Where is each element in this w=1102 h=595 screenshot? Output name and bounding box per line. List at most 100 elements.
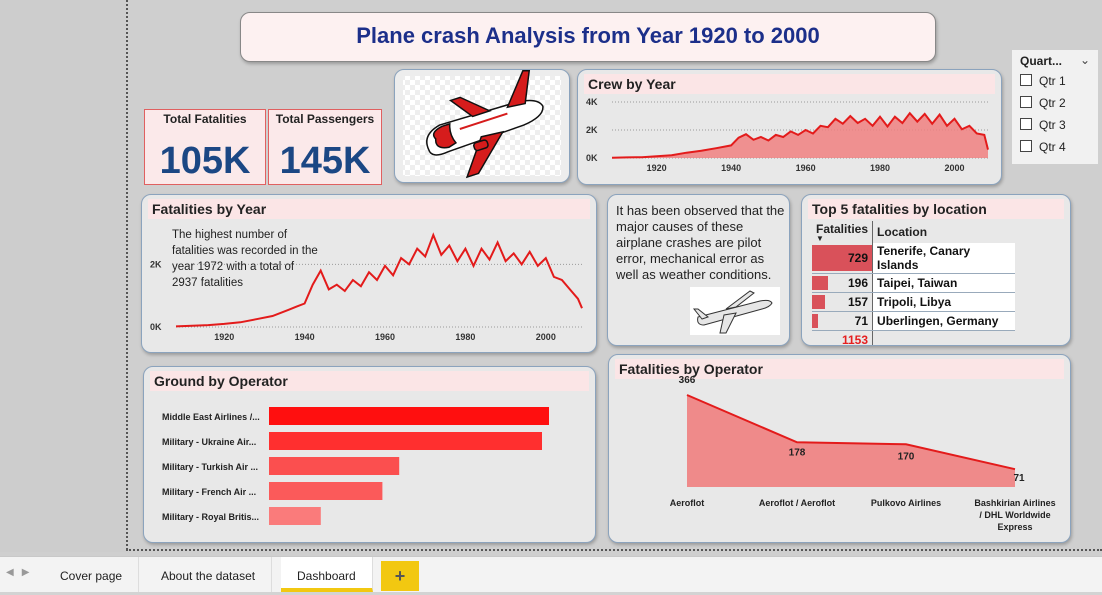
- checkbox-icon[interactable]: [1020, 96, 1032, 108]
- fatalities-databar: [812, 245, 873, 271]
- fatalities-by-year-chart[interactable]: 0K 2K 1920 1940 1960 1980 2000: [142, 195, 596, 352]
- tab-cover-page[interactable]: Cover page: [44, 557, 140, 592]
- tab-about-dataset[interactable]: About the dataset: [145, 557, 273, 592]
- x-tick-label: 1960: [375, 332, 395, 342]
- tab-scroll-arrows-icon[interactable]: ◀▶: [6, 567, 38, 578]
- slicer-option-qtr1[interactable]: Qtr 1: [1020, 74, 1066, 88]
- ground-by-operator-chart[interactable]: Middle East Airlines /... Military - Ukra…: [144, 367, 595, 542]
- kpi-passengers-label: Total Passengers: [275, 112, 375, 126]
- x-tick-label: 1920: [647, 163, 667, 173]
- ground-by-operator-title: Ground by Operator: [150, 371, 589, 391]
- location-cell: Tenerife, Canary Islands: [872, 243, 1016, 274]
- ground-by-operator-card[interactable]: Ground by Operator Middle East Airlines …: [143, 366, 596, 543]
- x-tick-label: 2000: [536, 332, 556, 342]
- bar: [269, 407, 549, 425]
- fatalities-by-operator-title: Fatalities by Operator: [615, 359, 1064, 379]
- location-cell: Tripoli, Libya: [872, 292, 1016, 312]
- airplane-illustration-icon: [403, 70, 561, 179]
- slicer-option-qtr3[interactable]: Qtr 3: [1020, 118, 1066, 132]
- crew-by-year-title: Crew by Year: [584, 74, 995, 94]
- fatalities-cell: 729: [812, 243, 873, 274]
- x-tick-label: 1980: [455, 332, 475, 342]
- insight-card: It has been observed that the major caus…: [607, 194, 790, 346]
- bar-category-label: Military - Turkish Air ...: [162, 462, 258, 472]
- tab-dashboard[interactable]: Dashboard: [281, 557, 373, 592]
- table-total-row: 1153: [812, 330, 1016, 345]
- crew-by-year-chart[interactable]: 0K 2K 4K 1920 1940 1960 1980 2000: [578, 70, 1001, 184]
- series-line: [611, 111, 989, 159]
- checkbox-icon[interactable]: [1020, 140, 1032, 152]
- y-tick-label: 0K: [150, 322, 162, 332]
- checkbox-icon[interactable]: [1020, 118, 1032, 130]
- kpi-total-passengers[interactable]: Total Passengers 145K: [268, 109, 382, 185]
- left-margin: [0, 0, 126, 552]
- data-label: 170: [898, 451, 915, 462]
- data-label: 366: [679, 375, 696, 386]
- fatalities-databar: [812, 276, 829, 290]
- series-line: [686, 394, 1016, 471]
- x-tick-label: 1980: [870, 163, 890, 173]
- bar-category-label: Military - Ukraine Air...: [162, 437, 256, 447]
- page-title: Plane crash Analysis from Year 1920 to 2…: [240, 12, 936, 62]
- quarter-slicer[interactable]: Quart... ⌄ Qtr 1 Qtr 2 Qtr 3 Qtr 4: [1012, 50, 1098, 164]
- checkbox-icon[interactable]: [1020, 74, 1032, 86]
- table-row[interactable]: 729 Tenerife, Canary Islands: [812, 243, 1016, 274]
- x-tick-label: 2000: [944, 163, 964, 173]
- kpi-passengers-value: 145K: [279, 140, 371, 182]
- bar-category-label: Middle East Airlines /...: [162, 412, 260, 422]
- bar: [269, 482, 383, 500]
- slicer-option-qtr2[interactable]: Qtr 2: [1020, 96, 1066, 110]
- insight-text: It has been observed that the major caus…: [616, 203, 785, 282]
- location-total-cell: [872, 330, 1016, 345]
- fatalities-by-year-title: Fatalities by Year: [148, 199, 590, 219]
- top5-title: Top 5 fatalities by location: [808, 199, 1064, 219]
- y-tick-label: 4K: [586, 97, 598, 107]
- fatalities-cell: 71: [812, 311, 873, 331]
- fatalities-by-year-card[interactable]: Fatalities by Year 0K 2K 1920 1940 1960 1980 2…: [141, 194, 597, 353]
- chevron-down-icon[interactable]: ⌄: [1079, 53, 1090, 67]
- x-tick-label: 1940: [721, 163, 741, 173]
- location-cell: Uberlingen, Germany: [872, 311, 1016, 331]
- kpi-total-fatalities[interactable]: Total Fatalities 105K: [144, 109, 266, 185]
- page-tabs-bar: ◀▶ Cover page About the dataset Dashboar…: [0, 556, 1102, 592]
- slicer-header: Quart...: [1020, 54, 1063, 68]
- fatalities-note: The highest number of fatalities was rec…: [172, 229, 318, 289]
- page-boundary-horizontal: [126, 549, 1102, 551]
- table-row[interactable]: 196 Taipei, Taiwan: [812, 273, 1016, 293]
- series-line: [175, 232, 583, 328]
- fatalities-cell: 196: [812, 273, 873, 293]
- x-category-label: Express: [997, 522, 1032, 532]
- bar-category-label: Military - Royal Britis...: [162, 512, 259, 522]
- col-header-location[interactable]: Location: [872, 221, 1016, 243]
- table-row[interactable]: 157 Tripoli, Libya: [812, 292, 1016, 312]
- location-cell: Taipei, Taiwan: [872, 273, 1016, 293]
- crew-by-year-card[interactable]: Crew by Year 0K 2K 4K 1920 1940 1960 1980 2000: [577, 69, 1002, 185]
- area-fill: [612, 113, 988, 158]
- x-category-label: Aeroflot: [670, 498, 705, 508]
- slicer-option-qtr4[interactable]: Qtr 4: [1020, 140, 1066, 154]
- sort-down-icon[interactable]: ▼: [816, 234, 824, 243]
- fatalities-databar: [812, 314, 818, 328]
- bar: [269, 507, 321, 525]
- top5-locations-card[interactable]: Top 5 fatalities by location Fatalities ▼…: [801, 194, 1071, 346]
- data-label: 178: [789, 447, 806, 458]
- bar-category-label: Military - French Air ...: [162, 487, 256, 497]
- x-tick-label: 1960: [796, 163, 816, 173]
- table-row[interactable]: 71 Uberlingen, Germany: [812, 311, 1016, 331]
- bar: [269, 457, 400, 475]
- y-tick-label: 2K: [586, 125, 598, 135]
- bar: [269, 432, 542, 450]
- slicer-option-label: Qtr 1: [1039, 74, 1066, 88]
- fatalities-by-operator-card[interactable]: Fatalities by Operator 366 178 170 71 Aerofl…: [608, 354, 1071, 543]
- top5-table[interactable]: Fatalities ▼ Location 729 Tenerife, Canar…: [812, 221, 1016, 345]
- x-category-label: Pulkovo Airlines: [871, 498, 941, 508]
- col-header-fatalities[interactable]: Fatalities ▼: [816, 222, 869, 243]
- fatalities-by-operator-chart[interactable]: 366 178 170 71 Aeroflot Aeroflot / Aeroflot Pu…: [609, 355, 1070, 542]
- slicer-option-label: Qtr 2: [1039, 96, 1066, 110]
- add-page-button[interactable]: +: [381, 561, 419, 591]
- x-category-label: Aeroflot / Aeroflot: [759, 498, 835, 508]
- x-category-label: Bashkirian Airlines: [974, 498, 1055, 508]
- y-tick-label: 2K: [150, 259, 162, 269]
- slicer-option-label: Qtr 4: [1039, 140, 1066, 154]
- x-category-label: / DHL Worldwide: [979, 510, 1050, 520]
